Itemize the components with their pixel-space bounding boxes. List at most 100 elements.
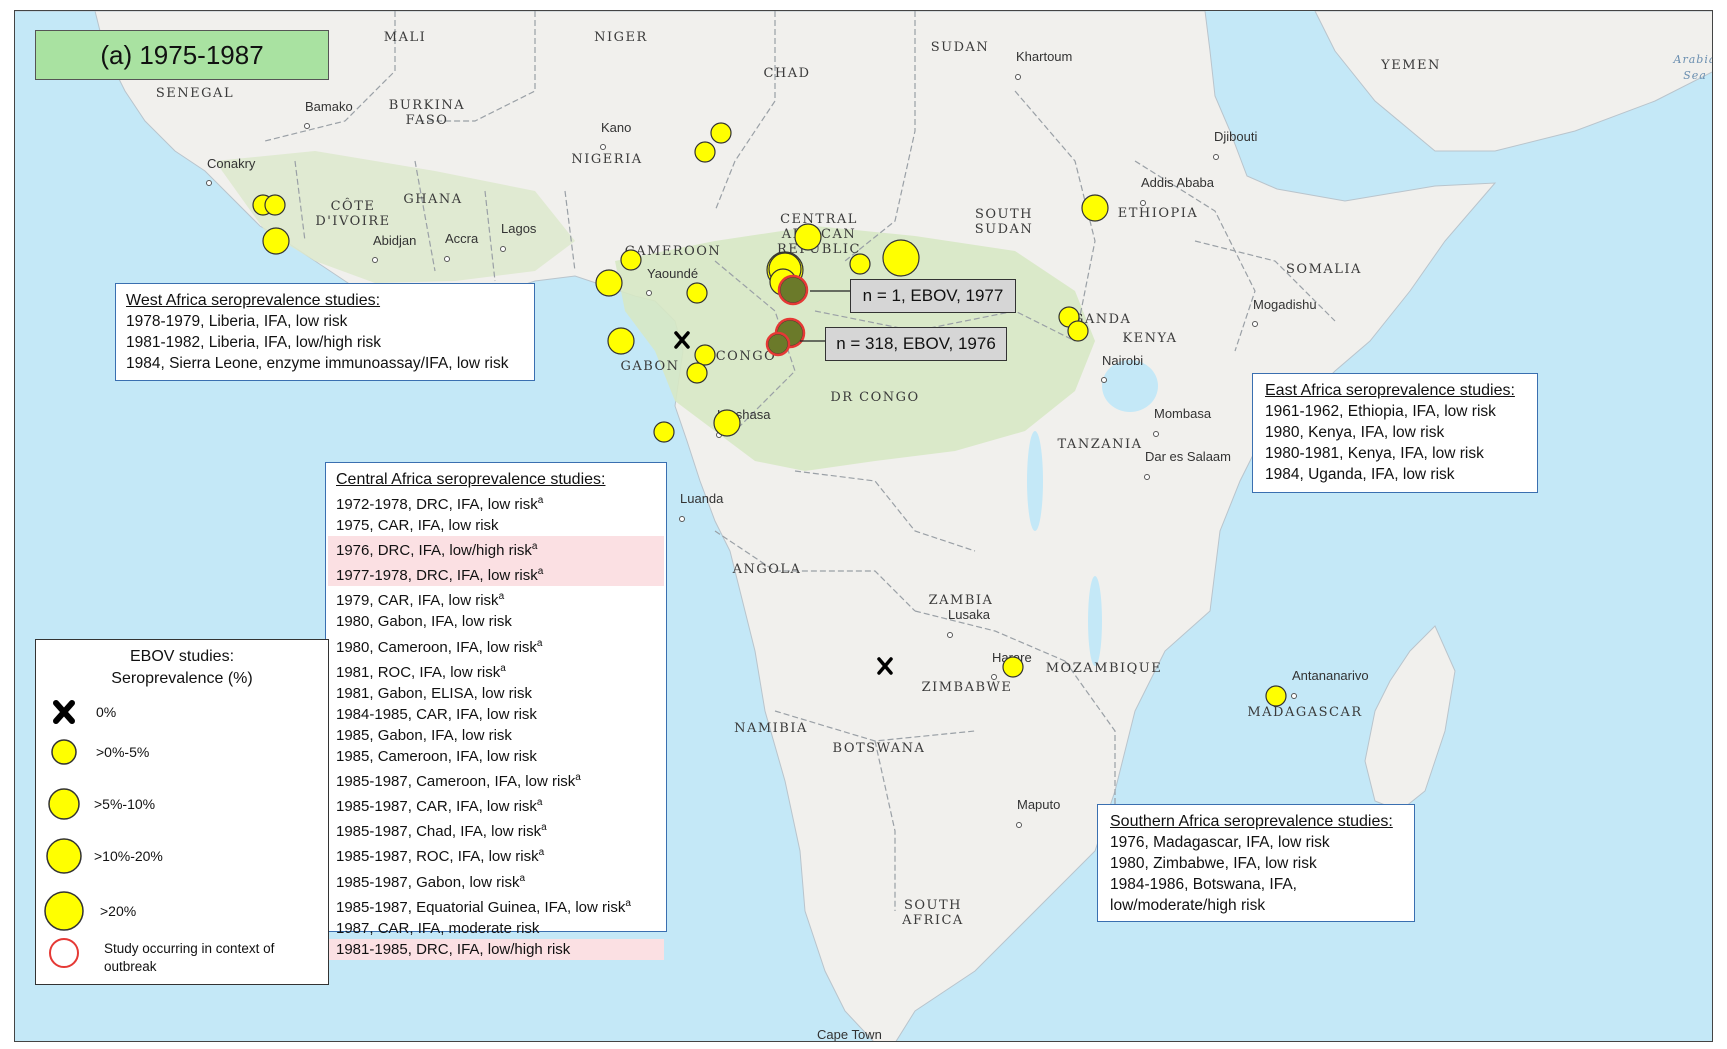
- country-label-congo: CONGO: [716, 349, 777, 364]
- city-dot-harare: [991, 674, 997, 680]
- east-row-text-0: 1961-1962, Ethiopia, IFA, low risk: [1265, 403, 1496, 420]
- southern-row-1: 1980, Zimbabwe, IFA, low risk: [1110, 853, 1402, 874]
- legend: EBOV studies: Seroprevalence (%) 0% >0%-…: [35, 639, 329, 985]
- study-marker-zero-12: [674, 331, 690, 349]
- city-label-accra: Accra: [445, 231, 479, 246]
- southern-row-2: 1984-1986, Botswana, IFA,: [1110, 874, 1402, 895]
- city-label-luanda: Luanda: [680, 491, 724, 506]
- country-label-namibia: NAMIBIA: [734, 721, 808, 736]
- central-row-text-15: 1985-1987, ROC, IFA, low risk: [336, 848, 539, 866]
- central-row-text-14: 1985-1987, Chad, IFA, low risk: [336, 823, 542, 841]
- central-row-text-10: 1985, Gabon, IFA, low risk: [336, 726, 512, 744]
- sea-label-1: Arabia: [1673, 53, 1713, 66]
- legend-subtitle: Seroprevalence (%): [111, 670, 253, 687]
- country-label-zambia: ZAMBIA: [929, 593, 994, 608]
- forest-region-west: [215, 151, 575, 283]
- central-row-2: 1976, DRC, IFA, low/high riska: [328, 536, 664, 562]
- city-dot-abidjan: [372, 257, 378, 263]
- legend-symbols: [44, 700, 84, 968]
- legend-label-1: >0%-5%: [96, 744, 150, 760]
- central-row-0: 1972-1978, DRC, IFA, low riska: [336, 490, 656, 515]
- city-label-mogadishu: Mogadishu: [1253, 297, 1317, 312]
- legend-title: EBOV studies:: [129, 648, 235, 665]
- legend-label-4: >20%: [100, 903, 137, 919]
- legend-cross-symbol: [53, 700, 75, 724]
- country-label-mali: MALI: [384, 30, 426, 45]
- central-row-footnote-7: a: [500, 662, 506, 674]
- legend-circle-s: [48, 788, 80, 820]
- west-panel-rows: 1978-1979, Liberia, IFA, low risk 1981-19…: [126, 311, 524, 374]
- study-marker-zero-27: [877, 657, 893, 675]
- country-label-dr-congo: DR CONGO: [830, 390, 919, 405]
- city-dot-lagos: [500, 246, 506, 252]
- city-dot-khartoum: [1015, 74, 1021, 80]
- southern-africa-panel: Southern Africa seroprevalence studies: …: [1097, 804, 1415, 922]
- city-label-lagos: Lagos: [501, 221, 537, 236]
- country-label-chad: CHAD: [763, 66, 810, 81]
- central-row-text-5: 1980, Gabon, IFA, low risk: [336, 613, 512, 631]
- study-marker-26: [1002, 656, 1024, 678]
- study-marker-3: [710, 122, 732, 144]
- city-label-abidjan: Abidjan: [373, 233, 416, 248]
- country-label-south-africa: SOUTH AFRICA: [901, 898, 964, 928]
- country-label-nigeria: NIGERIA: [571, 152, 642, 167]
- central-row-footnote-15: a: [538, 847, 545, 859]
- country-label-c-te-d-ivoire: CÔTE D'IVOIRE: [315, 197, 390, 229]
- central-row-13: 1985-1987, CAR, IFA, low riska: [336, 792, 656, 817]
- central-row-text-9: 1984-1985, CAR, IFA, low risk: [336, 705, 537, 723]
- country-label-kenya: KENYA: [1122, 331, 1177, 346]
- west-row-0: 1978-1979, Liberia, IFA, low risk: [126, 311, 524, 332]
- central-row-9: 1984-1985, CAR, IFA, low risk: [336, 704, 656, 725]
- central-row-footnote-16: a: [519, 872, 526, 884]
- central-row-3: 1977-1978, DRC, IFA, low riska: [328, 561, 664, 587]
- arabia-land: [1314, 11, 1712, 152]
- central-row-text-18: 1987, CAR, IFA, moderate risk: [336, 919, 540, 937]
- city-dot-nairobi: [1101, 377, 1107, 383]
- southern-row-text-3: low/moderate/high risk: [1110, 897, 1266, 914]
- central-row-19: 1981-1985, DRC, IFA, low/high risk: [328, 938, 664, 960]
- country-labels: MALI NIGER SUDAN CHAD YEMEN SENEGAL BURKINA FAS…: [156, 30, 1439, 928]
- central-row-5: 1980, Gabon, IFA, low risk: [336, 611, 656, 632]
- legend-label-3: >10%-20%: [94, 848, 163, 864]
- central-row-text-7: 1981, ROC, IFA, low risk: [336, 663, 501, 681]
- city-dot-accra: [444, 256, 450, 262]
- city-dot-maputo: [1016, 822, 1022, 828]
- city-label-maputo: Maputo: [1017, 797, 1060, 812]
- central-row-7: 1981, ROC, IFA, low riska: [336, 658, 656, 683]
- central-row-text-0: 1972-1978, DRC, IFA, low risk: [336, 496, 538, 513]
- central-row-footnote-2: a: [531, 541, 538, 553]
- outbreak-ring-22: [765, 331, 791, 357]
- central-row-text-4: 1979, CAR, IFA, low risk: [336, 592, 499, 610]
- city-label-dar-es-salaam: Dar es Salaam: [1145, 449, 1231, 464]
- city-label-addis-ababa: Addis Ababa: [1141, 175, 1215, 190]
- city-dot-bamako: [304, 123, 310, 129]
- central-row-text-11: 1985, Cameroon, IFA, low risk: [336, 748, 537, 766]
- country-label-south-sudan: SOUTH SUDAN: [975, 207, 1034, 237]
- city-labels: Khartoum Bamako Kano Djibouti Conakry Addis A…: [206, 49, 1369, 1042]
- city-dot-addis-ababa: [1140, 200, 1146, 206]
- study-marker-23: [1081, 194, 1109, 222]
- east-row-text-1: 1980, Kenya, IFA, low risk: [1265, 424, 1445, 441]
- country-label-ethiopia: ETHIOPIA: [1118, 206, 1199, 221]
- east-row-text-3: 1984, Uganda, IFA, low risk: [1265, 466, 1455, 483]
- city-dot-conakry: [206, 180, 212, 186]
- central-row-text-1: 1975, CAR, IFA, low risk: [336, 517, 499, 535]
- west-row-text-1: 1981-1982, Liberia, IFA, low/high risk: [126, 334, 382, 351]
- city-label-cape-town: Cape Town: [817, 1027, 882, 1042]
- city-dot-mombasa: [1153, 431, 1159, 437]
- city-dot-antananarivo: [1291, 693, 1297, 699]
- country-label-sudan: SUDAN: [931, 40, 990, 55]
- legend-label-0: 0%: [96, 704, 117, 720]
- central-row-4: 1979, CAR, IFA, low riska: [336, 586, 656, 611]
- country-label-ghana: GHANA: [403, 192, 462, 207]
- country-label-senegal: SENEGAL: [156, 86, 234, 101]
- city-dot-yaound-: [646, 290, 652, 296]
- central-row-footnote-6: a: [536, 637, 543, 649]
- study-marker-13: [713, 409, 741, 437]
- central-row-footnote-4: a: [498, 591, 505, 603]
- central-row-14: 1985-1987, Chad, IFA, low riska: [336, 817, 656, 842]
- africa-basemap: MALI NIGER SUDAN CHAD YEMEN SENEGAL BURKINA FAS…: [15, 11, 1713, 1042]
- study-marker-11: [653, 421, 675, 443]
- study-marker-8: [607, 327, 635, 355]
- city-label-bamako: Bamako: [305, 99, 353, 114]
